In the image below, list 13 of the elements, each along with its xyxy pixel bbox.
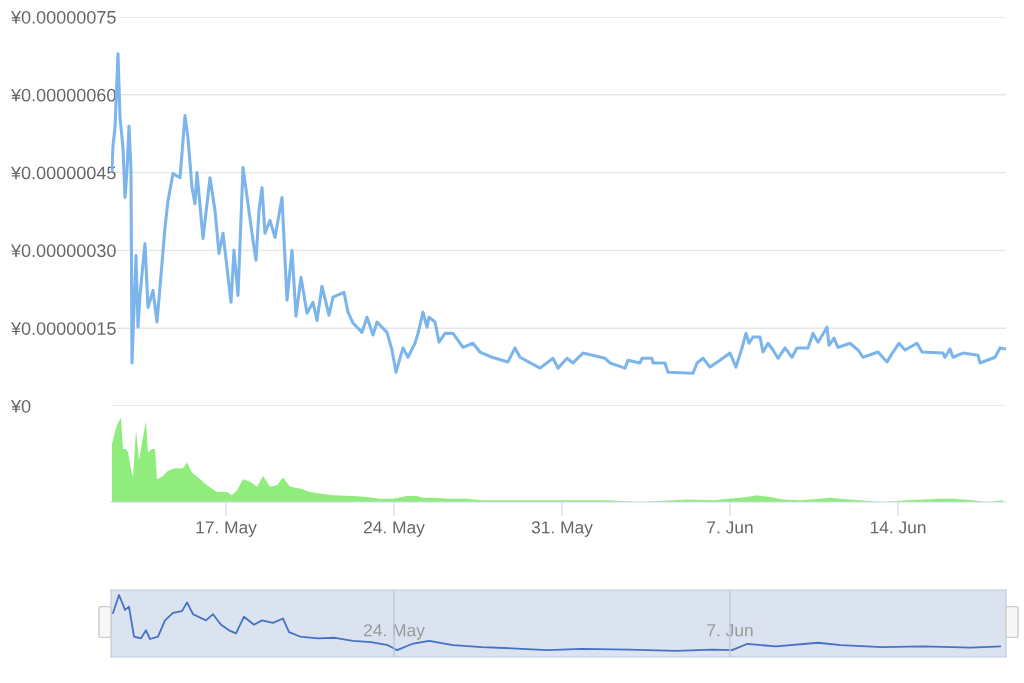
y-tick-label: ¥0.00000075 — [10, 10, 116, 24]
y-tick-label: ¥0.00000015 — [10, 322, 116, 335]
x-tick-label: 14. Jun — [870, 521, 926, 534]
y-tick-label: ¥0.00000060 — [10, 88, 116, 102]
x-tick-label: 7. Jun — [707, 624, 753, 637]
x-tick-label: 24. May — [364, 521, 425, 537]
x-tick-label: 7. Jun — [707, 521, 753, 534]
y-tick-label: ¥0.00000045 — [10, 166, 116, 180]
y-tick-label: ¥0 — [10, 399, 31, 413]
x-tick-label: 31. May — [531, 521, 593, 537]
y-tick-label: ¥0.00000030 — [10, 244, 116, 258]
x-tick-label: 24. May — [364, 624, 425, 640]
x-tick-label: 17. May — [196, 521, 257, 537]
